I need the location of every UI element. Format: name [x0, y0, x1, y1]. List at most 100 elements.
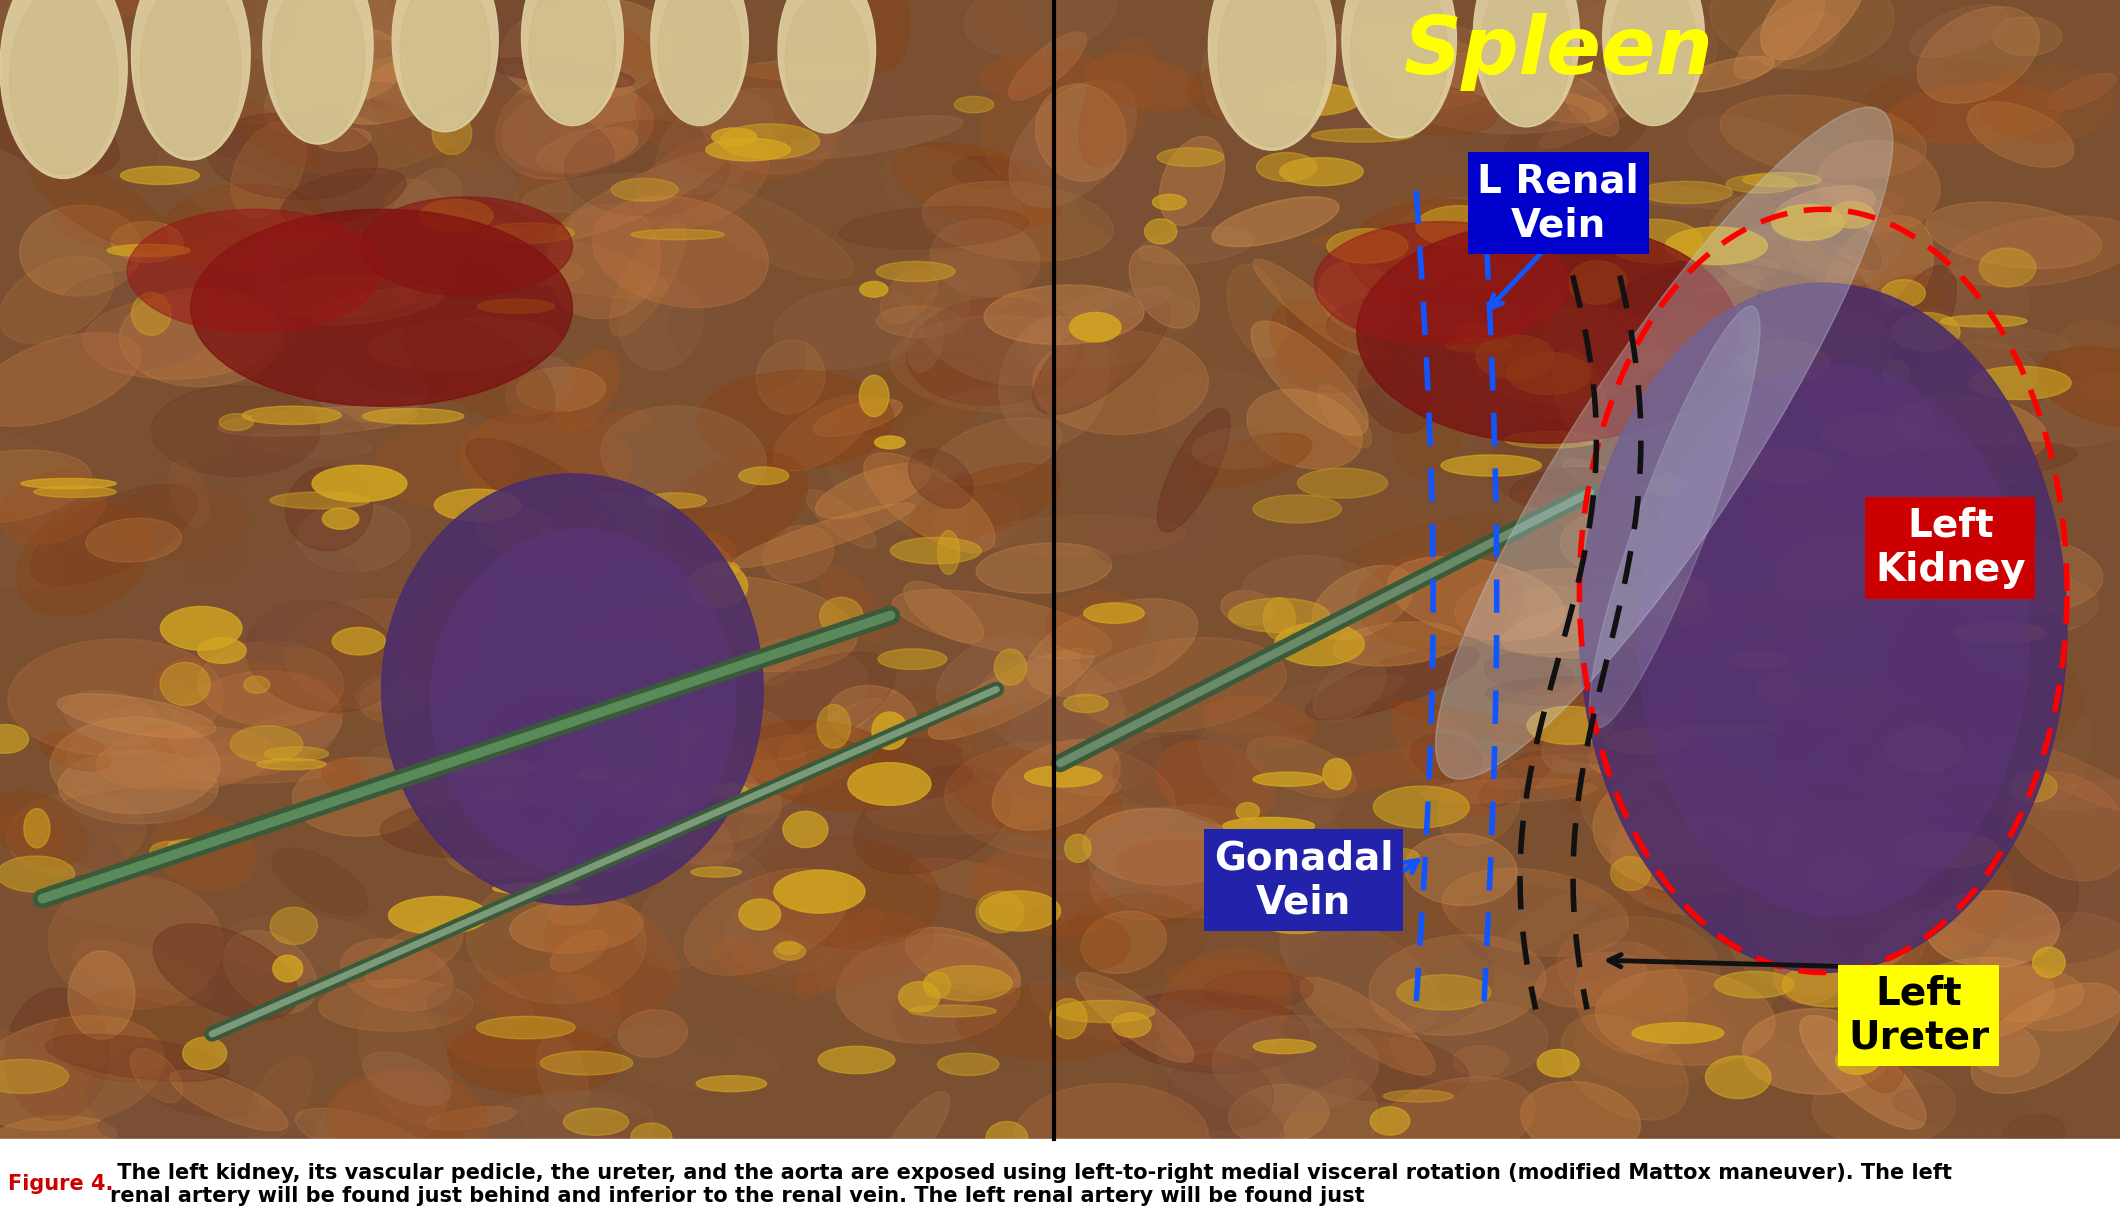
Ellipse shape [1516, 91, 1607, 123]
Ellipse shape [1991, 997, 2035, 1040]
Ellipse shape [1393, 389, 1463, 478]
Ellipse shape [282, 169, 405, 225]
Ellipse shape [558, 609, 742, 704]
Ellipse shape [994, 649, 1026, 686]
Ellipse shape [820, 597, 863, 635]
Ellipse shape [1961, 636, 2037, 680]
Ellipse shape [702, 87, 835, 174]
Ellipse shape [1454, 569, 1683, 657]
Ellipse shape [1815, 894, 1912, 928]
Ellipse shape [1938, 265, 2031, 332]
Ellipse shape [269, 492, 371, 508]
Ellipse shape [1639, 867, 1683, 892]
Ellipse shape [549, 901, 598, 924]
Ellipse shape [1995, 737, 2120, 816]
Ellipse shape [1777, 687, 1969, 803]
Ellipse shape [1821, 215, 1933, 340]
Ellipse shape [1264, 598, 1295, 640]
Ellipse shape [1671, 640, 1817, 713]
Ellipse shape [848, 763, 931, 805]
Ellipse shape [379, 178, 458, 309]
Ellipse shape [153, 924, 299, 1020]
Ellipse shape [1384, 1091, 1452, 1102]
Ellipse shape [1077, 972, 1194, 1062]
Ellipse shape [1847, 724, 1931, 785]
Ellipse shape [1757, 672, 1798, 704]
Ellipse shape [301, 22, 360, 132]
Ellipse shape [1327, 289, 1543, 361]
Ellipse shape [903, 581, 984, 643]
Ellipse shape [837, 934, 1020, 1044]
Ellipse shape [45, 1034, 229, 1081]
Ellipse shape [110, 222, 182, 262]
Ellipse shape [695, 1076, 767, 1092]
Ellipse shape [1885, 728, 1963, 772]
Text: Left
Ureter: Left Ureter [1849, 975, 1989, 1056]
Ellipse shape [1558, 917, 1719, 1016]
Ellipse shape [437, 958, 534, 1020]
Ellipse shape [1554, 207, 1643, 218]
Ellipse shape [689, 564, 748, 607]
Ellipse shape [1946, 215, 2120, 287]
Ellipse shape [30, 485, 197, 585]
Ellipse shape [1830, 202, 1874, 228]
Ellipse shape [505, 261, 583, 286]
Ellipse shape [0, 470, 106, 544]
Ellipse shape [316, 358, 426, 422]
Ellipse shape [1032, 295, 1170, 415]
Ellipse shape [1558, 849, 1645, 921]
Ellipse shape [600, 406, 765, 507]
Ellipse shape [1247, 390, 1363, 469]
Ellipse shape [937, 1054, 999, 1076]
Ellipse shape [1113, 990, 1310, 1073]
Ellipse shape [1492, 684, 1692, 803]
Ellipse shape [644, 492, 706, 508]
Ellipse shape [1603, 0, 1704, 126]
Ellipse shape [218, 406, 418, 436]
Ellipse shape [721, 124, 820, 159]
Ellipse shape [1319, 262, 1401, 334]
Ellipse shape [519, 1091, 659, 1165]
Ellipse shape [1660, 577, 1709, 608]
Ellipse shape [1009, 80, 1136, 207]
Ellipse shape [555, 151, 725, 240]
Ellipse shape [1916, 629, 2082, 751]
Ellipse shape [1889, 82, 2063, 143]
Ellipse shape [946, 741, 1174, 859]
Ellipse shape [483, 223, 575, 243]
Ellipse shape [876, 307, 960, 337]
Ellipse shape [863, 453, 994, 553]
Ellipse shape [0, 792, 89, 867]
Ellipse shape [1719, 359, 1880, 419]
Ellipse shape [1071, 313, 1121, 342]
Ellipse shape [1416, 206, 1503, 246]
Ellipse shape [0, 725, 28, 753]
Ellipse shape [2031, 860, 2088, 932]
Ellipse shape [333, 95, 475, 144]
Ellipse shape [515, 165, 572, 244]
Ellipse shape [1560, 1014, 1688, 1120]
Ellipse shape [899, 981, 939, 1012]
Ellipse shape [1253, 772, 1323, 787]
Ellipse shape [973, 852, 1115, 937]
Ellipse shape [1509, 586, 1594, 636]
Ellipse shape [1113, 1013, 1151, 1038]
Ellipse shape [1798, 307, 2010, 403]
Ellipse shape [1520, 1082, 1641, 1157]
Ellipse shape [1505, 432, 1598, 448]
Ellipse shape [929, 649, 1094, 740]
Ellipse shape [1772, 512, 1929, 590]
Ellipse shape [1024, 766, 1102, 787]
Ellipse shape [2027, 779, 2120, 809]
Ellipse shape [1851, 385, 1957, 447]
Ellipse shape [2031, 714, 2092, 811]
Ellipse shape [522, 174, 681, 212]
Bar [0, 0, 1054, 1139]
Ellipse shape [1535, 953, 1647, 1007]
Ellipse shape [1645, 846, 1838, 904]
Ellipse shape [547, 204, 661, 319]
Ellipse shape [231, 122, 305, 218]
Ellipse shape [1370, 934, 1545, 1035]
Ellipse shape [244, 676, 269, 693]
Ellipse shape [358, 997, 452, 1123]
